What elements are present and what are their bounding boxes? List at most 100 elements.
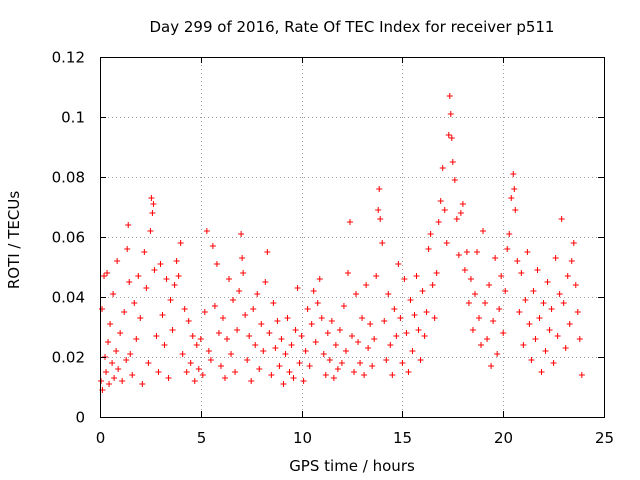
data-point xyxy=(554,333,561,339)
x-axis-label: GPS time / hours xyxy=(289,457,415,475)
data-point xyxy=(250,306,257,312)
data-point xyxy=(437,198,444,204)
data-point xyxy=(423,309,430,315)
data-point xyxy=(316,276,323,282)
data-point xyxy=(145,360,152,366)
data-point xyxy=(103,369,110,375)
data-point xyxy=(342,348,349,354)
data-point xyxy=(367,321,374,327)
data-point xyxy=(101,273,108,279)
data-point xyxy=(415,327,422,333)
data-point xyxy=(302,348,309,354)
data-point xyxy=(278,336,285,342)
data-point xyxy=(217,363,224,369)
data-point xyxy=(155,369,162,375)
data-point xyxy=(391,306,398,312)
data-point xyxy=(211,303,218,309)
data-point xyxy=(449,159,456,165)
y-tick-label: 0.02 xyxy=(52,349,85,367)
y-tick-label: 0.08 xyxy=(52,169,85,187)
data-point xyxy=(373,273,380,279)
data-point xyxy=(417,357,424,363)
data-point xyxy=(264,249,271,255)
data-point xyxy=(486,282,493,288)
data-point xyxy=(526,321,533,327)
data-point xyxy=(133,336,140,342)
data-point xyxy=(322,372,329,378)
data-point xyxy=(516,309,523,315)
data-point xyxy=(280,381,287,387)
data-point xyxy=(187,360,194,366)
data-point xyxy=(494,351,501,357)
data-point xyxy=(115,366,122,372)
data-point xyxy=(105,339,112,345)
data-point xyxy=(104,270,111,276)
data-point xyxy=(230,297,237,303)
data-point xyxy=(512,207,519,213)
data-point xyxy=(413,273,420,279)
data-point xyxy=(389,372,396,378)
data-point xyxy=(195,366,202,372)
data-point xyxy=(570,240,577,246)
data-point xyxy=(411,312,418,318)
data-point xyxy=(197,336,204,342)
data-point xyxy=(496,306,503,312)
data-point xyxy=(123,357,130,363)
data-point xyxy=(405,369,412,375)
data-point xyxy=(141,249,148,255)
data-point xyxy=(320,351,327,357)
data-point xyxy=(131,300,138,306)
data-point xyxy=(506,231,513,237)
data-point xyxy=(576,336,583,342)
data-point xyxy=(244,357,251,363)
data-point xyxy=(524,249,531,255)
data-point xyxy=(357,360,364,366)
data-point xyxy=(578,372,585,378)
data-point xyxy=(550,360,557,366)
data-point xyxy=(260,348,267,354)
data-point xyxy=(562,345,569,351)
data-point xyxy=(344,270,351,276)
data-point xyxy=(171,282,178,288)
data-point xyxy=(520,342,527,348)
data-point xyxy=(150,201,157,207)
data-point xyxy=(473,249,480,255)
data-point xyxy=(147,228,154,234)
data-point xyxy=(336,327,343,333)
data-point xyxy=(324,330,331,336)
data-point xyxy=(467,276,474,282)
data-point xyxy=(242,312,249,318)
data-point xyxy=(185,318,192,324)
data-point xyxy=(564,273,571,279)
data-point xyxy=(401,276,408,282)
data-point xyxy=(148,195,155,201)
data-point xyxy=(403,330,410,336)
data-point xyxy=(173,258,180,264)
data-point xyxy=(312,339,319,345)
data-point xyxy=(110,291,117,297)
data-point xyxy=(126,279,133,285)
data-point xyxy=(262,279,269,285)
data-point xyxy=(421,333,428,339)
data-point xyxy=(482,300,489,306)
data-point xyxy=(363,282,370,288)
data-point xyxy=(375,207,382,213)
data-point xyxy=(457,210,464,216)
data-point xyxy=(314,300,321,306)
x-tick-label: 0 xyxy=(96,429,106,447)
plot-area-frame xyxy=(100,57,605,418)
data-point xyxy=(254,291,261,297)
data-point xyxy=(266,330,273,336)
data-point xyxy=(219,315,226,321)
data-point xyxy=(338,360,345,366)
data-point xyxy=(215,330,222,336)
data-point xyxy=(441,207,448,213)
data-point xyxy=(490,318,497,324)
data-point xyxy=(272,345,279,351)
data-point xyxy=(478,342,485,348)
data-point xyxy=(498,273,505,279)
data-point xyxy=(385,291,392,297)
data-point xyxy=(369,363,376,369)
data-point xyxy=(459,201,466,207)
